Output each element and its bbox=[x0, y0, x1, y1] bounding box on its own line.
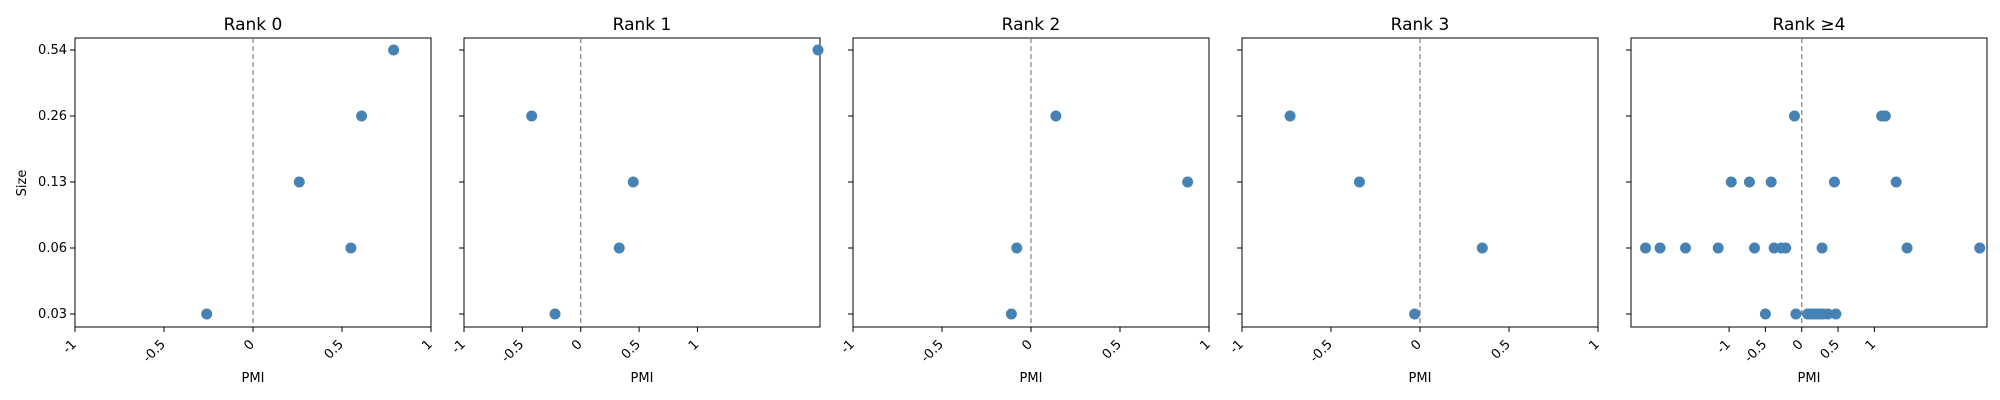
panel-title: Rank 1 bbox=[613, 15, 672, 35]
x-axis-label: PMI bbox=[1409, 371, 1432, 386]
data-point bbox=[345, 242, 357, 254]
data-point bbox=[1816, 242, 1828, 254]
data-point bbox=[293, 176, 305, 188]
x-tick-label: 0 bbox=[1790, 337, 1806, 353]
x-tick-label: -1 bbox=[60, 337, 80, 357]
y-tick-label: 0.13 bbox=[38, 175, 67, 190]
data-point bbox=[1654, 242, 1666, 254]
data-point bbox=[1901, 242, 1913, 254]
x-tick-label: -0.5 bbox=[499, 337, 528, 366]
x-tick-label: -1 bbox=[1714, 337, 1734, 357]
data-point bbox=[1476, 242, 1488, 254]
x-axis-label: PMI bbox=[631, 371, 654, 386]
y-tick-label: 0.26 bbox=[38, 109, 67, 124]
x-tick-label: -1 bbox=[838, 337, 858, 357]
data-point bbox=[549, 308, 561, 320]
x-tick-label: 0.5 bbox=[1818, 337, 1843, 362]
x-tick-label: 0 bbox=[241, 337, 257, 353]
panels-root: Rank 0 0.03 0.06 0.13 0.26 0.54 -1 -0.5 0 0.5 1 PMI… bbox=[15, 15, 1988, 386]
x-tick-label: 0.5 bbox=[1100, 337, 1125, 362]
x-tick-label: 1 bbox=[1586, 337, 1602, 353]
panel-1: Rank 1 -1 -0.5 0 0.5 1 PMI bbox=[449, 15, 824, 386]
data-point bbox=[1005, 308, 1017, 320]
data-point bbox=[1788, 110, 1800, 122]
y-tick-label: 0.03 bbox=[38, 307, 67, 322]
axes-frame bbox=[463, 37, 821, 328]
x-tick-label: 1 bbox=[1863, 337, 1879, 353]
y-tick-label: 0.54 bbox=[38, 43, 67, 58]
panel-title: Rank 0 bbox=[224, 15, 283, 35]
data-point bbox=[388, 44, 400, 56]
panel-0: Rank 0 0.03 0.06 0.13 0.26 0.54 -1 -0.5 0 0.5 1 PMI bbox=[38, 15, 436, 386]
axes-frame bbox=[1630, 37, 1988, 328]
panel-title: Rank 2 bbox=[1002, 15, 1061, 35]
data-point bbox=[1679, 242, 1691, 254]
data-point bbox=[1011, 242, 1023, 254]
data-point bbox=[1743, 176, 1755, 188]
data-point bbox=[627, 176, 639, 188]
data-point bbox=[1284, 110, 1296, 122]
panel-title: Rank ≥4 bbox=[1773, 15, 1846, 35]
data-point bbox=[1353, 176, 1365, 188]
x-tick-label: 0 bbox=[1019, 337, 1035, 353]
x-tick-label: -0.5 bbox=[918, 337, 947, 366]
x-tick-label: -1 bbox=[1227, 337, 1247, 357]
x-axis-label: PMI bbox=[1798, 371, 1821, 386]
x-tick-label: 0.5 bbox=[322, 337, 347, 362]
data-point bbox=[1749, 242, 1761, 254]
data-point bbox=[1050, 110, 1062, 122]
data-point bbox=[1879, 110, 1891, 122]
data-point bbox=[1828, 176, 1840, 188]
y-axis-label: Size bbox=[15, 170, 30, 197]
data-point bbox=[1712, 242, 1724, 254]
data-point bbox=[1725, 176, 1737, 188]
x-axis-label: PMI bbox=[1020, 371, 1043, 386]
x-tick-label: 0.5 bbox=[1489, 337, 1514, 362]
x-tick-label: -0.5 bbox=[140, 337, 169, 366]
x-tick-label: 1 bbox=[686, 337, 702, 353]
panel-3: Rank 3 -1 -0.5 0 0.5 1 PMI bbox=[1227, 15, 1603, 386]
x-axis-label: PMI bbox=[242, 371, 265, 386]
data-point bbox=[1182, 176, 1194, 188]
x-tick-label: -0.5 bbox=[1307, 337, 1336, 366]
x-tick-label: 0 bbox=[569, 337, 585, 353]
x-tick-label: 1 bbox=[1197, 337, 1213, 353]
panel-title: Rank 3 bbox=[1391, 15, 1450, 35]
data-point bbox=[1759, 308, 1771, 320]
data-point bbox=[1409, 308, 1421, 320]
data-point bbox=[1822, 308, 1834, 320]
x-tick-label: 1 bbox=[419, 337, 435, 353]
data-point bbox=[1790, 308, 1802, 320]
x-tick-label: -1 bbox=[449, 337, 469, 357]
data-point bbox=[1890, 176, 1902, 188]
panel-4: Rank ≥4 -1 -0.5 0 0.5 1 PMI bbox=[1626, 15, 1988, 386]
data-point bbox=[1830, 308, 1842, 320]
x-tick-label: 0.5 bbox=[619, 337, 644, 362]
data-point bbox=[812, 44, 824, 56]
data-point bbox=[1765, 176, 1777, 188]
data-point bbox=[526, 110, 538, 122]
data-point bbox=[1974, 242, 1986, 254]
panel-2: Rank 2 -1 -0.5 0 0.5 1 PMI bbox=[838, 15, 1214, 386]
y-tick-label: 0.06 bbox=[38, 241, 67, 256]
data-point bbox=[1780, 242, 1792, 254]
data-point bbox=[356, 110, 368, 122]
data-point bbox=[1640, 242, 1652, 254]
data-point bbox=[613, 242, 625, 254]
x-tick-label: 0 bbox=[1408, 337, 1424, 353]
x-tick-label: -0.5 bbox=[1742, 337, 1771, 366]
data-point bbox=[201, 308, 213, 320]
